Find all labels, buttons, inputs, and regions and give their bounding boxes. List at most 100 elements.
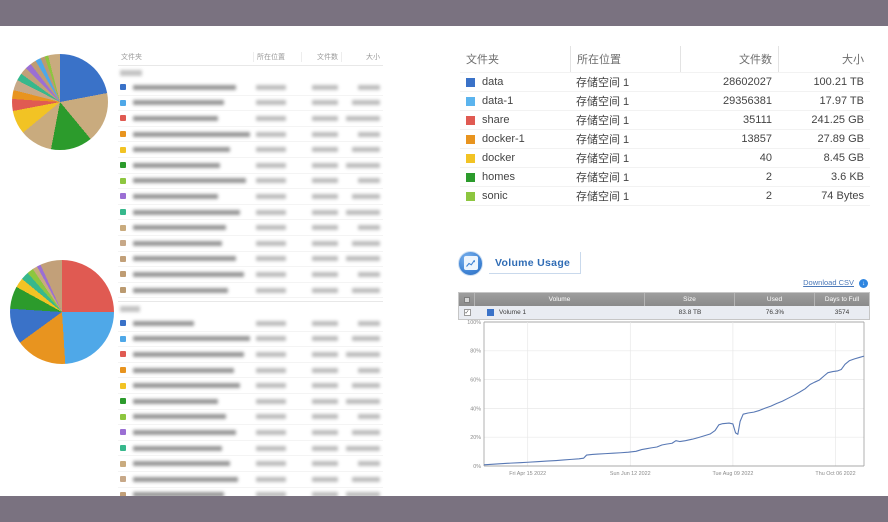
table-row[interactable]: homes 存储空间 1 2 3.6 KB	[460, 167, 870, 186]
list-item[interactable]	[118, 347, 383, 363]
list-item[interactable]	[118, 252, 383, 268]
list-item[interactable]	[118, 283, 383, 299]
column-header-select-all[interactable]	[459, 293, 475, 306]
column-header-size[interactable]: 大小	[778, 46, 870, 72]
list-item[interactable]	[118, 111, 383, 127]
list-item[interactable]	[118, 332, 383, 348]
pie-chart-top	[12, 54, 108, 150]
list-item-location	[253, 225, 301, 231]
list-item[interactable]	[118, 363, 383, 379]
color-swatch	[120, 413, 126, 420]
folder-name-cell: data-1	[460, 95, 570, 107]
list-item-location	[253, 414, 301, 420]
list-item[interactable]	[118, 127, 383, 143]
download-circle-icon[interactable]: ↓	[859, 279, 868, 288]
table-row[interactable]: data 存储空间 1 28602027 100.21 TB	[460, 72, 870, 91]
list-item-location	[253, 193, 301, 199]
color-swatch	[466, 172, 475, 182]
download-csv-link[interactable]: Download CSV	[803, 278, 854, 287]
list-item[interactable]	[118, 174, 383, 190]
list-item-size	[341, 429, 383, 435]
table-row[interactable]: docker-1 存储空间 1 13857 27.89 GB	[460, 129, 870, 148]
column-header-volume[interactable]: Volume	[475, 293, 645, 306]
list-item-location	[253, 398, 301, 404]
list-item-size	[341, 414, 383, 420]
folder-list-bottom	[118, 284, 383, 522]
window-chrome-bottom	[0, 496, 888, 522]
column-header-name[interactable]: 文件夹	[121, 53, 142, 61]
list-item[interactable]	[118, 378, 383, 394]
list-item[interactable]	[118, 267, 383, 283]
list-item[interactable]	[118, 316, 383, 332]
list-item[interactable]	[118, 142, 383, 158]
list-item[interactable]	[118, 205, 383, 221]
volume-size: 83.8 TB	[678, 309, 702, 316]
color-swatch	[120, 476, 126, 483]
list-item-name	[130, 240, 253, 246]
table-row[interactable]: docker 存储空间 1 40 8.45 GB	[460, 148, 870, 167]
list-item-size	[341, 445, 383, 451]
list-item-location	[253, 429, 301, 435]
volume-days-to-full: 3574	[834, 309, 850, 316]
column-header-location[interactable]: 所在位置	[253, 51, 301, 62]
pie-chart-bottom	[10, 260, 114, 364]
list-item[interactable]	[118, 472, 383, 488]
list-item[interactable]	[118, 410, 383, 426]
volume-usage-title: Volume Usage	[489, 252, 582, 274]
list-item-size	[341, 367, 383, 373]
list-item-size	[341, 178, 383, 184]
list-item[interactable]	[118, 425, 383, 441]
list-item-name	[130, 287, 253, 293]
table-row[interactable]: sonic 存储空间 1 2 74 Bytes	[460, 186, 870, 205]
column-header-days-to-full[interactable]: Days to Full	[824, 296, 860, 303]
list-item-location	[253, 240, 301, 246]
column-header-used[interactable]: Used	[735, 293, 815, 306]
list-item[interactable]	[118, 158, 383, 174]
table-row[interactable]: ✓ Volume 1 83.8 TB 76.3% 3574	[459, 306, 869, 320]
list-item-count	[301, 429, 341, 435]
folder-name: docker	[482, 152, 516, 164]
color-swatch	[120, 162, 126, 169]
list-item[interactable]	[118, 189, 383, 205]
column-header-location[interactable]: 所在位置	[570, 46, 680, 72]
list-item[interactable]	[118, 441, 383, 457]
folder-file-count: 2	[765, 190, 772, 202]
table-row[interactable]: share 存储空间 1 35111 241.25 GB	[460, 110, 870, 129]
row-checkbox[interactable]: ✓	[463, 309, 471, 316]
list-item-count	[301, 240, 341, 246]
folder-size: 27.89 GB	[817, 133, 864, 145]
folder-name-cell: share	[460, 114, 570, 126]
list-item-size	[341, 492, 383, 498]
list-item[interactable]	[118, 394, 383, 410]
list-item[interactable]	[118, 456, 383, 472]
column-header-file-count[interactable]: 文件数	[680, 46, 778, 72]
folder-size: 100.21 TB	[813, 76, 864, 88]
column-header-size[interactable]: Size	[645, 293, 735, 306]
folders-table-body: data 存储空间 1 28602027 100.21 TB data-1 存储空间 1 2…	[460, 72, 870, 205]
list-item-location	[253, 336, 301, 342]
list-item[interactable]	[118, 220, 383, 236]
column-header-size[interactable]: 大小	[341, 51, 383, 62]
folder-size: 74 Bytes	[821, 190, 864, 202]
list-item-size	[341, 287, 383, 293]
list-item-name	[130, 271, 253, 277]
folder-file-count: 28602027	[723, 76, 772, 88]
color-swatch	[120, 271, 126, 278]
column-header-folder[interactable]: 文件夹	[466, 54, 499, 66]
list-item-location	[253, 209, 301, 215]
pie-chart-top-graphic	[12, 54, 108, 150]
color-swatch	[466, 134, 475, 144]
list-item[interactable]	[118, 96, 383, 112]
list-item[interactable]	[118, 80, 383, 96]
folder-name-cell: sonic	[460, 190, 570, 202]
color-swatch	[120, 335, 126, 342]
column-header-count[interactable]: 文件数	[301, 51, 341, 62]
list-item[interactable]	[118, 236, 383, 252]
color-swatch	[120, 460, 126, 467]
left-panel: 文件夹 所在位置 文件数 大小	[0, 26, 420, 519]
folder-name-cell: docker-1	[460, 133, 570, 145]
table-row[interactable]: data-1 存储空间 1 29356381 17.97 TB	[460, 91, 870, 110]
list-item-size	[341, 476, 383, 482]
svg-text:80%: 80%	[470, 349, 481, 355]
